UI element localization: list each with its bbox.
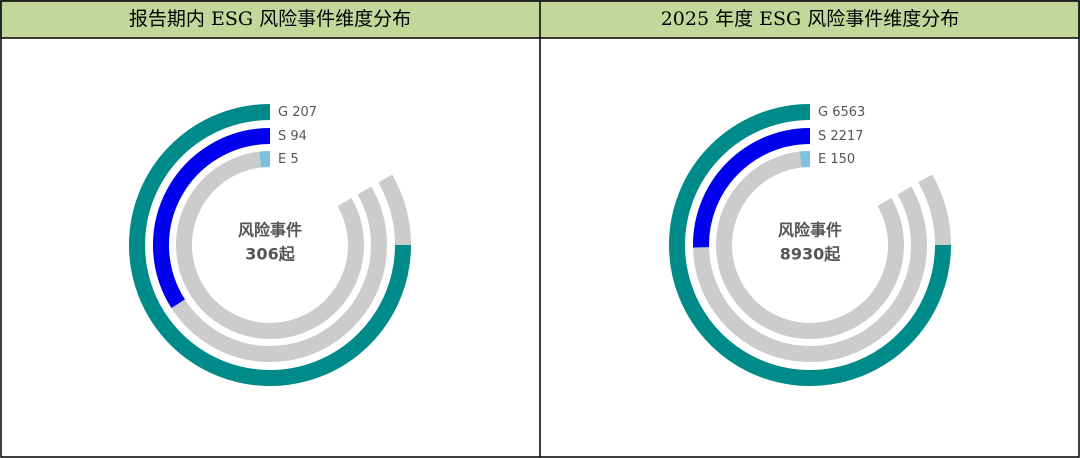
center-text: 风险事件 bbox=[778, 221, 842, 240]
bar-label: E 5 bbox=[278, 152, 299, 167]
radial-bar bbox=[129, 104, 411, 386]
bar-label: S 94 bbox=[278, 129, 307, 144]
category-name: S bbox=[278, 129, 286, 144]
category-name: E bbox=[278, 152, 286, 167]
category-name: G bbox=[818, 105, 828, 120]
value-label: 150 bbox=[830, 152, 855, 167]
panel-title: 报告期内 ESG 风险事件维度分布 bbox=[129, 8, 411, 30]
center-text: 风险事件 bbox=[238, 221, 302, 240]
bar-label: G 207 bbox=[278, 105, 317, 120]
panel-title: 2025 年度 ESG 风险事件维度分布 bbox=[661, 8, 960, 30]
radial-bar bbox=[669, 104, 951, 386]
category-name: G bbox=[278, 105, 288, 120]
track bbox=[176, 151, 364, 339]
value-label: 2217 bbox=[830, 129, 863, 144]
value-label: 5 bbox=[290, 152, 298, 167]
radial-bar bbox=[693, 128, 811, 248]
value-label: 6563 bbox=[832, 105, 865, 120]
center-text: 306起 bbox=[245, 245, 295, 264]
bar-label: S 2217 bbox=[818, 129, 864, 144]
radial-bar bbox=[259, 151, 271, 168]
value-label: 94 bbox=[290, 129, 307, 144]
bar-label: E 150 bbox=[818, 152, 855, 167]
bar-label: G 6563 bbox=[818, 105, 865, 120]
radial-bar bbox=[153, 128, 271, 309]
value-label: 207 bbox=[292, 105, 317, 120]
center-text: 8930起 bbox=[780, 245, 842, 264]
category-name: E bbox=[818, 152, 826, 167]
category-name: S bbox=[818, 129, 826, 144]
track bbox=[716, 151, 904, 339]
